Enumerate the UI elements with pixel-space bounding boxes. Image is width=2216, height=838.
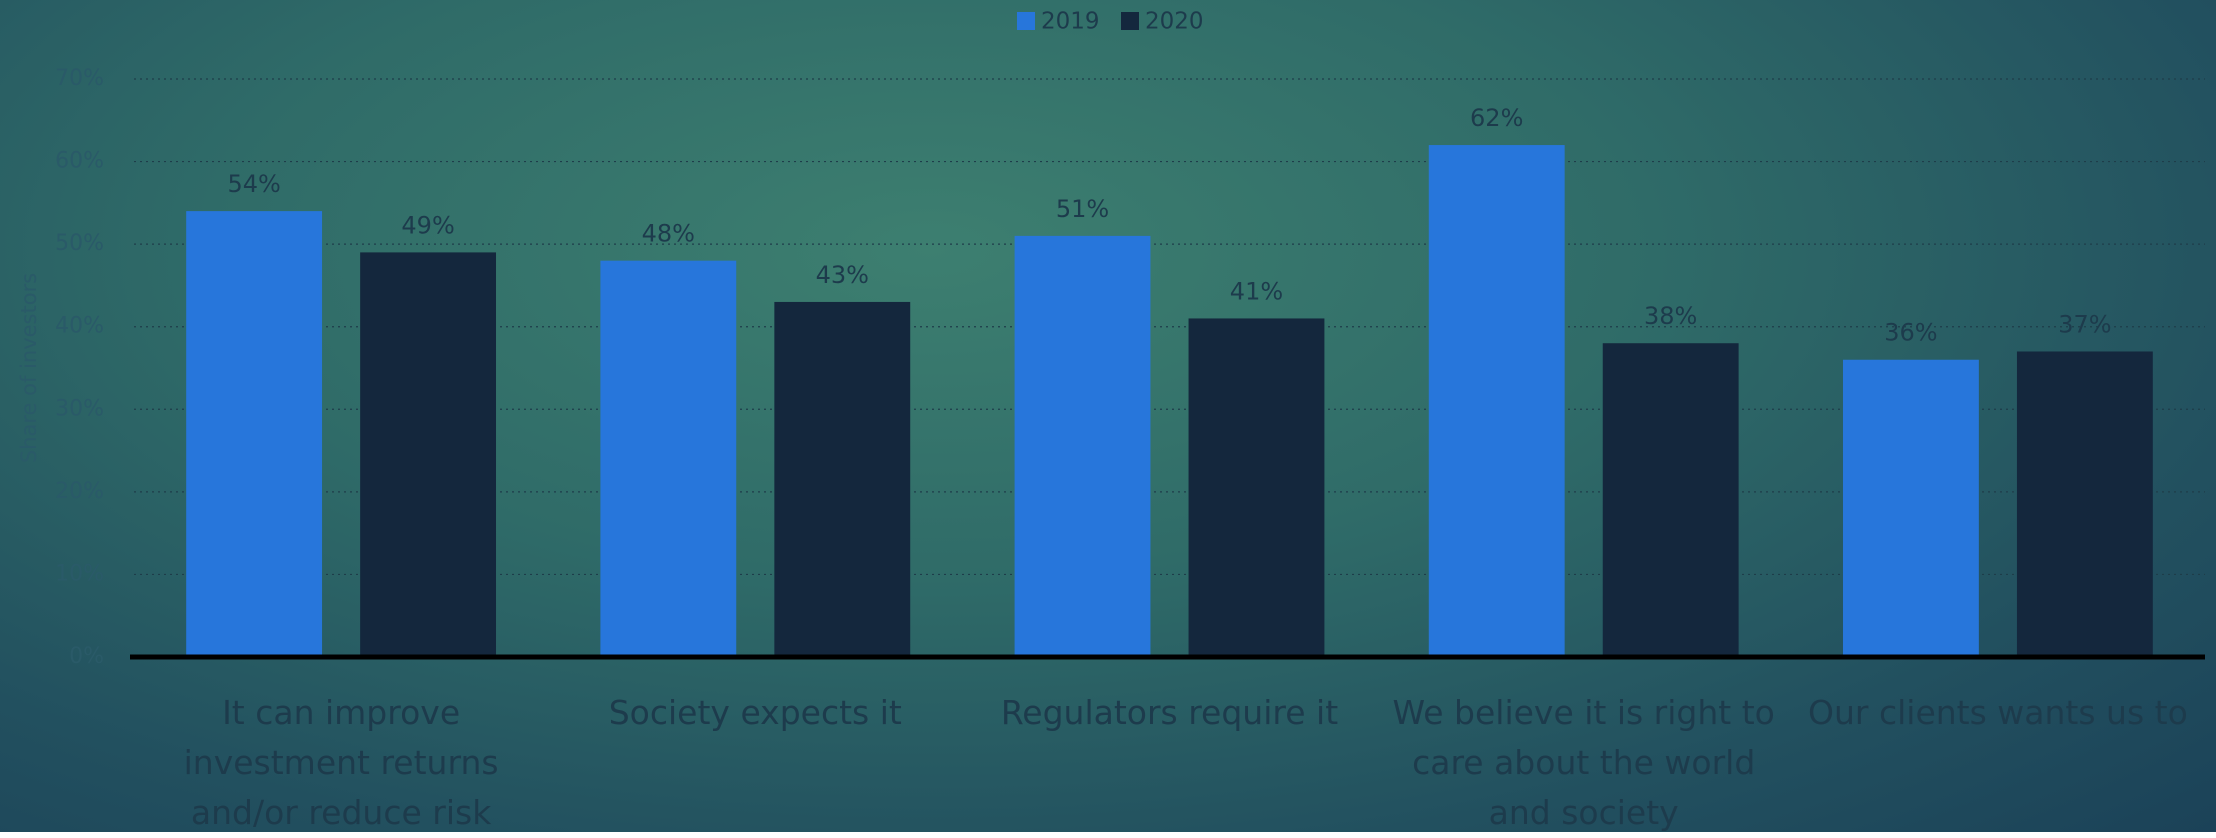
legend-swatch — [1017, 12, 1035, 30]
y-tick-label: 20% — [55, 479, 104, 504]
data-label: 48% — [642, 220, 695, 248]
y-axis-title: Share of investors — [17, 273, 41, 463]
x-tick-label: It can improve investment returns and/or… — [183, 693, 499, 832]
y-tick-label: 10% — [55, 561, 104, 586]
bar — [1014, 235, 1151, 657]
bar — [1842, 359, 1979, 657]
bar — [2016, 351, 2153, 657]
data-label: 41% — [1230, 277, 1283, 305]
legend-label: 2020 — [1145, 9, 1204, 35]
bar — [1602, 343, 1739, 657]
data-label: 37% — [2058, 310, 2111, 338]
data-label: 36% — [1884, 319, 1937, 347]
data-label: 38% — [1644, 302, 1697, 330]
x-tick-label: Regulators require it — [1000, 693, 1339, 732]
y-tick-label: 70% — [55, 66, 104, 91]
legend-label: 2019 — [1041, 9, 1100, 35]
y-tick-label: 40% — [55, 314, 104, 339]
data-label: 49% — [401, 211, 454, 239]
bar — [774, 301, 911, 657]
data-label: 54% — [227, 170, 280, 198]
bar — [1428, 145, 1565, 658]
data-label: 43% — [816, 261, 869, 289]
y-tick-label: 0% — [69, 644, 104, 669]
legend: 2019 2020 — [1017, 9, 1204, 35]
bar — [600, 260, 737, 657]
data-label: 51% — [1056, 195, 1109, 223]
bar — [186, 211, 323, 657]
data-label: 62% — [1470, 104, 1523, 132]
y-tick-label: 50% — [55, 231, 104, 256]
x-tick-label: Our clients wants us to — [1808, 693, 2188, 732]
x-tick-label: We believe it is right to care about the… — [1392, 693, 1775, 832]
y-tick-label: 60% — [55, 149, 104, 174]
bar — [1188, 318, 1325, 657]
bar — [360, 252, 497, 657]
x-tick-label: Society expects it — [608, 693, 902, 732]
legend-swatch — [1121, 12, 1139, 30]
y-tick-label: 30% — [55, 396, 104, 421]
